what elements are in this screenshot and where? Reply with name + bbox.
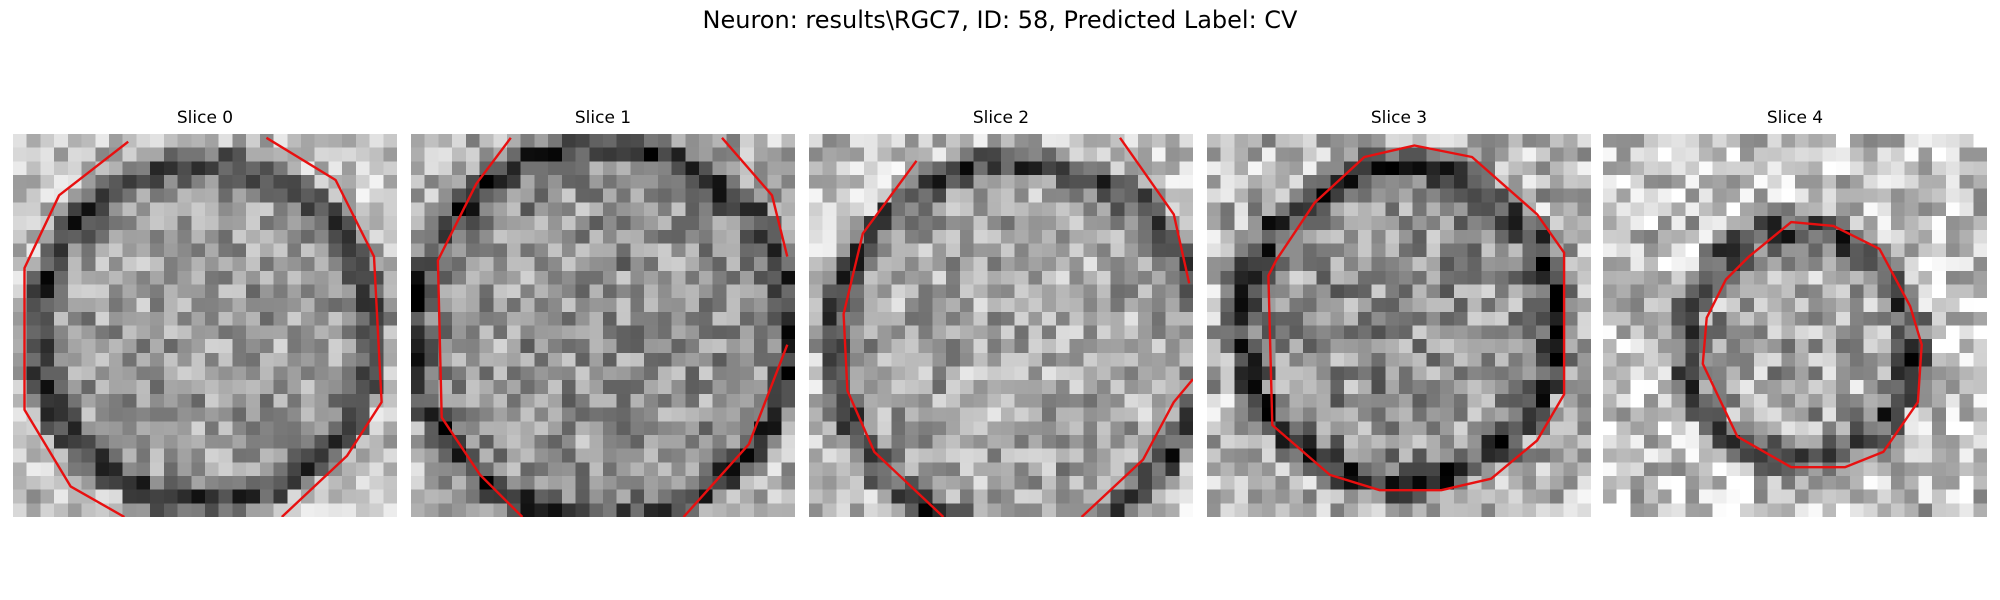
figure-title: Neuron: results\RGC7, ID: 58, Predicted … (702, 6, 1298, 34)
slice-2-title: Slice 2 (972, 108, 1030, 128)
slice-0-contour (23, 140, 129, 517)
slice-1-contour-segment-1 (682, 344, 789, 517)
slice-0-contour-segment-1 (265, 136, 383, 517)
slice-3-image (1207, 134, 1591, 517)
slice-1-title: Slice 1 (574, 108, 632, 128)
slice-1-contour-segment-2 (721, 137, 789, 257)
slice-2-image (809, 134, 1193, 517)
slice-4-contour (1701, 220, 1923, 469)
slice-4-title: Slice 4 (1766, 108, 1824, 128)
slice-0-pixels (13, 134, 397, 517)
slice-0-title: Slice 0 (176, 108, 234, 128)
slice-3-title: Slice 3 (1370, 108, 1428, 128)
slice-2-pixels (809, 134, 1193, 517)
slice-1-pixels (411, 134, 795, 517)
slice-0-image (13, 134, 397, 517)
slice-2-contour-segment-2 (1119, 137, 1191, 284)
slice-2-contour-segment-1 (1080, 378, 1193, 517)
slice-1-image (411, 134, 795, 517)
slice-3-pixels (1207, 134, 1591, 517)
slice-1-contour (436, 137, 524, 517)
slice-3-contour (1267, 144, 1566, 492)
slice-2-contour (842, 160, 945, 517)
slice-4-image (1603, 134, 1987, 517)
slice-4-pixels (1603, 134, 1987, 517)
